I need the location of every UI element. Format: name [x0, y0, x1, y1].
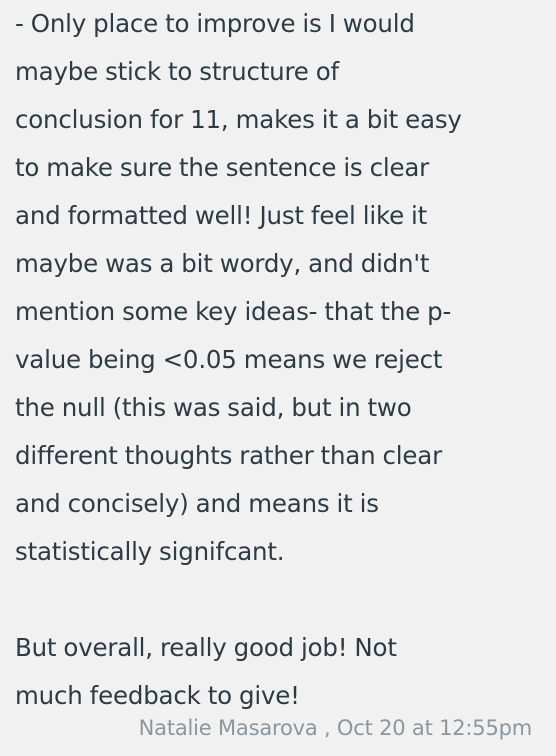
comment-line: and formatted well! Just feel like it — [15, 201, 428, 230]
comment-line: and concisely) and means it is — [15, 489, 379, 518]
comment-line: the null (this was said, but in two — [15, 393, 412, 422]
comment-line: - Only place to improve is I would — [15, 9, 415, 38]
comment-body: - Only place to improve is I would maybe… — [15, 0, 540, 720]
comment-line: mention some key ideas- that the p- — [15, 297, 452, 326]
comment-line: much feedback to give! — [15, 681, 300, 710]
comment-line — [15, 576, 540, 624]
comment-line: conclusion for 11, makes it a bit easy — [15, 105, 462, 134]
comment-meta: Natalie Masarova , Oct 20 at 12:55pm — [138, 716, 533, 740]
comment-line: maybe stick to structure of — [15, 57, 339, 86]
comment-line: statistically signifcant. — [15, 537, 285, 566]
comment-line: different thoughts rather than clear — [15, 441, 442, 470]
comment-line: maybe was a bit wordy, and didn't — [15, 249, 430, 278]
comment-line: But overall, really good job! Not — [15, 633, 397, 662]
comment-line: to make sure the sentence is clear — [15, 153, 430, 182]
comment-line: value being <0.05 means we reject — [15, 345, 443, 374]
